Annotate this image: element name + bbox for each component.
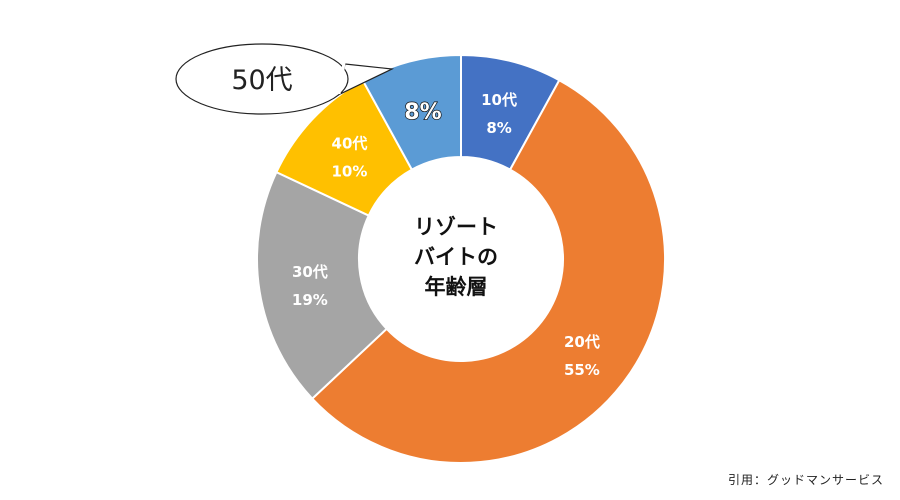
callout-ellipse [175,43,349,115]
slice-1-percent: 55% [564,361,600,379]
center-label-line-1: リゾート [414,215,498,239]
center-label: リゾート バイトの 年齢層 [414,215,498,299]
donut-slices [256,53,666,464]
slice-2-label: 30代 [292,263,328,281]
slice-3-label: 40代 [332,134,368,152]
callout-bubble: 50代 [175,43,395,115]
slice-0-label: 10代 [481,91,517,109]
slice-2-percent: 19% [292,291,328,309]
slice-4-percent: 8% [404,100,441,125]
slice-1-label: 20代 [564,333,600,351]
center-label-line-2: バイトの [414,245,498,269]
slice-2 [256,170,389,401]
callout-text: 50代 [231,65,292,96]
source-note: 引用：グッドマンサービス [727,473,884,487]
slice-1 [310,78,666,464]
slice-0-percent: 8% [486,119,511,137]
center-label-line-3: 年齢層 [425,275,488,299]
slice-4 [361,53,462,171]
slice-labels: 10代 8% 20代 55% 30代 19% 40代 10% 8% [292,91,600,379]
slice-3-percent: 10% [332,162,368,180]
